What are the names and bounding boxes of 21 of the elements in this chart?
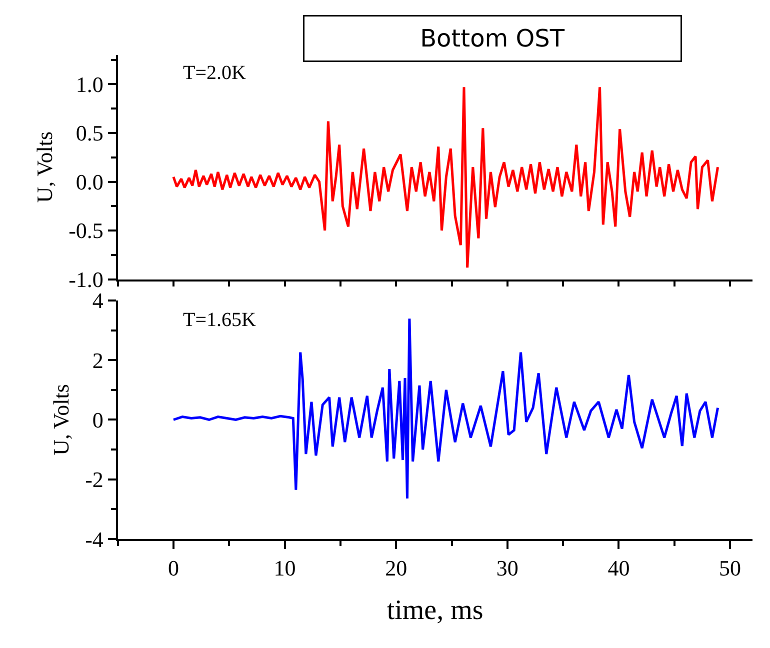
x-tick-label: 50 <box>719 555 742 580</box>
y-tick-label: 1.0 <box>76 72 104 97</box>
y-tick-label: 0 <box>92 407 104 432</box>
y-axis-title: U, Volts <box>32 131 57 203</box>
line-series <box>172 86 720 269</box>
y-tick-label: 0.0 <box>76 169 104 194</box>
chart-title: Bottom OST <box>420 24 565 52</box>
y-tick-label: -0.5 <box>68 218 104 244</box>
y-tick-label: 2 <box>92 348 104 373</box>
x-tick-label: 40 <box>608 555 630 580</box>
x-axis-title: time, ms <box>386 595 484 626</box>
y-tick-label: -4 <box>85 526 104 552</box>
y-tick-label: -2 <box>85 467 104 492</box>
x-tick-label: 20 <box>385 555 408 580</box>
y-axis-title: U, Volts <box>48 384 74 456</box>
x-tick-label: 30 <box>496 555 518 580</box>
x-tick-label: 0 <box>168 555 179 580</box>
x-tick-label: 10 <box>274 555 296 580</box>
annotation: T=1.65K <box>183 309 256 331</box>
annotation: T=2.0K <box>183 62 246 84</box>
y-tick-label: 0.5 <box>76 120 104 146</box>
